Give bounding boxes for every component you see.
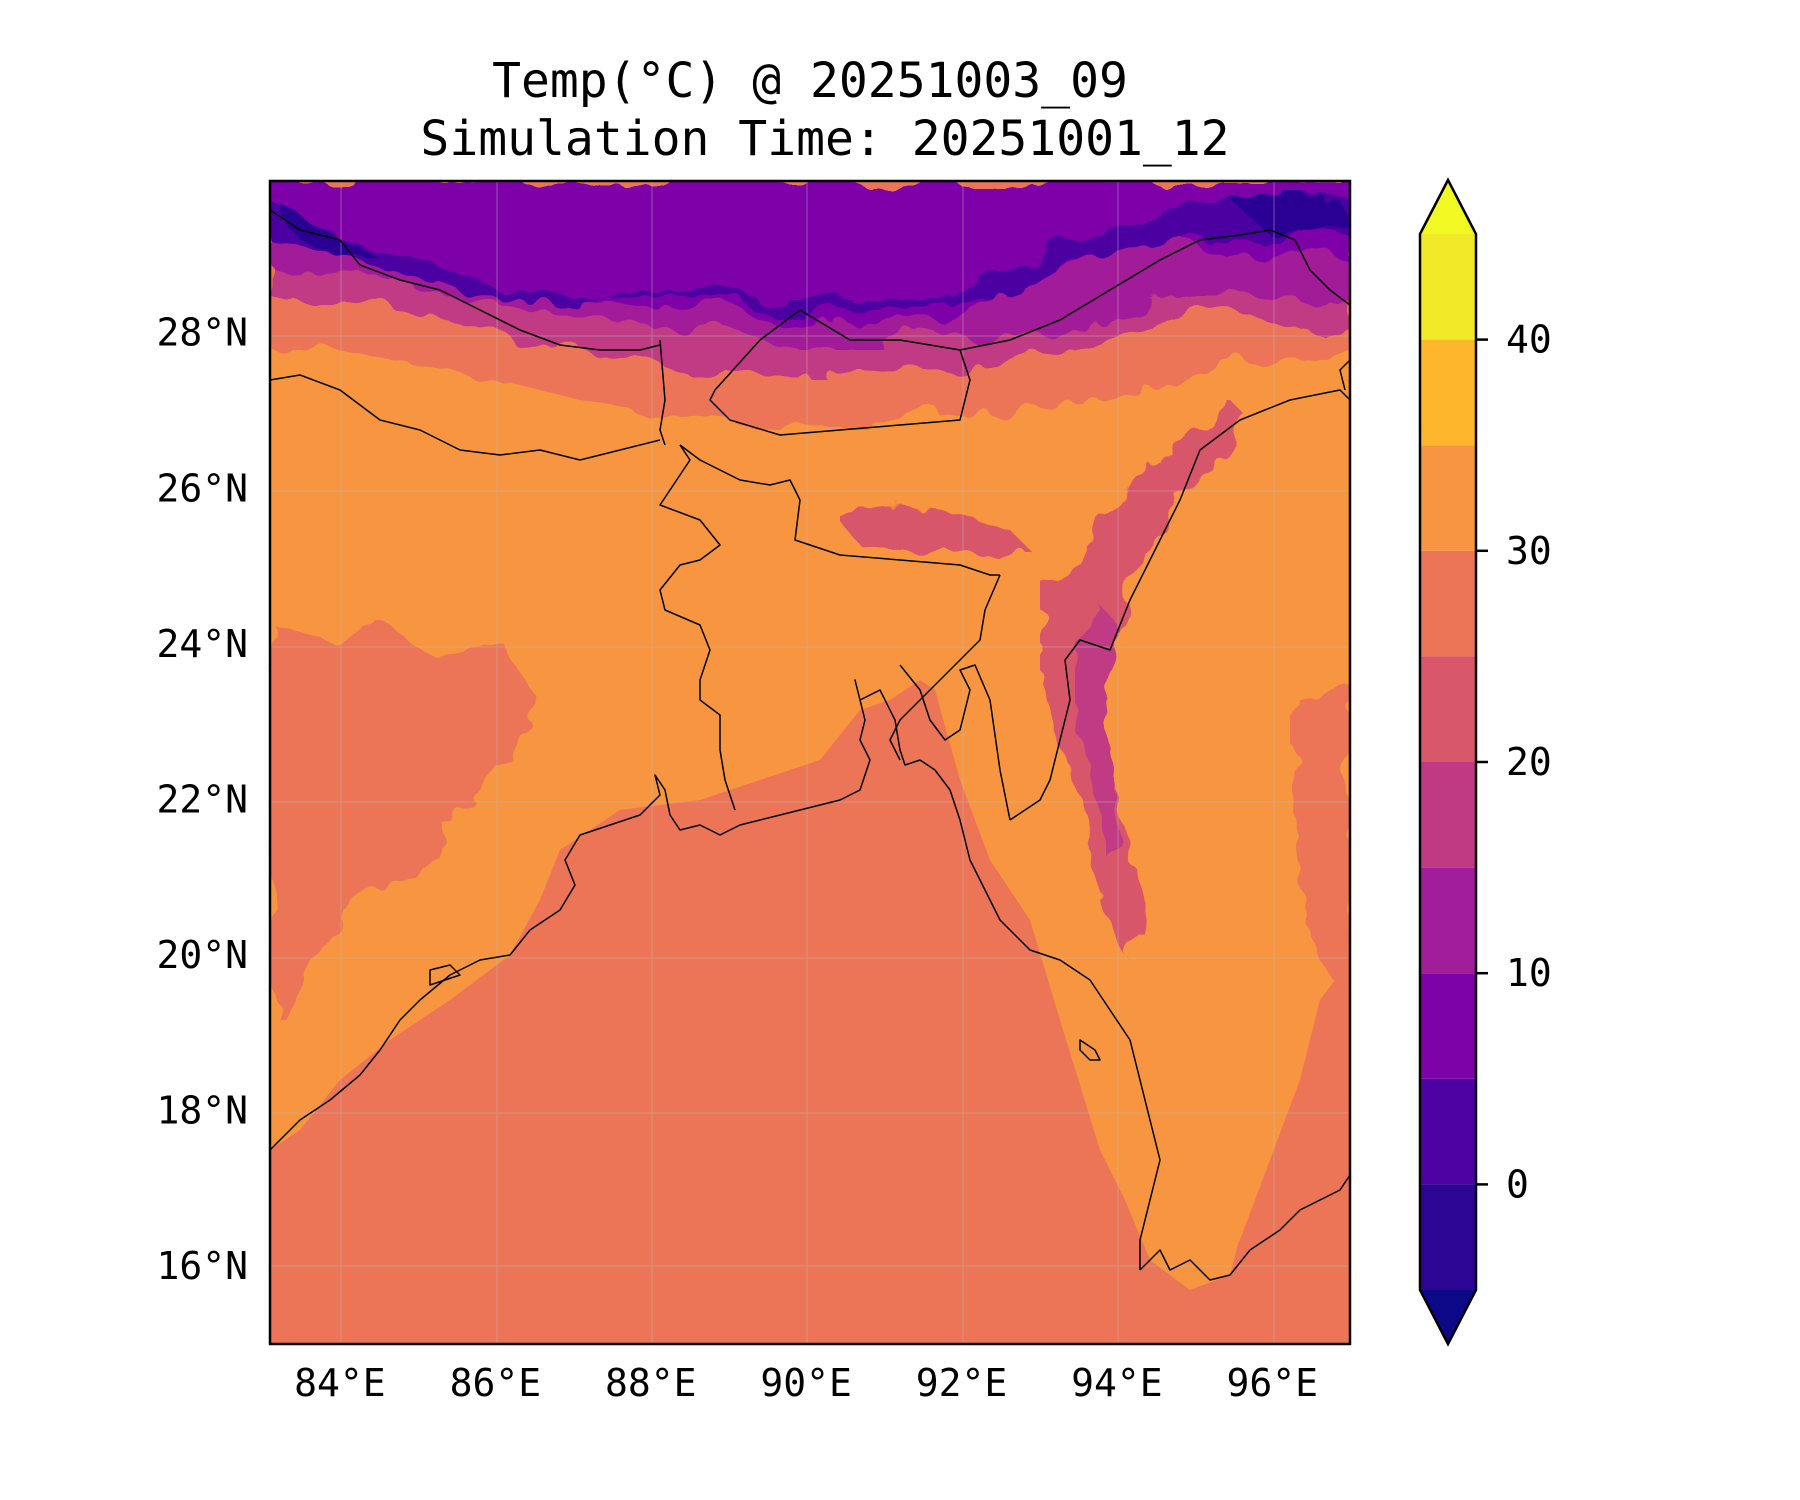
colorbar-tick-label: 30	[1506, 529, 1552, 573]
x-tick-label: 92°E	[916, 1361, 1008, 1405]
colorbar-extend-min	[1420, 1290, 1476, 1344]
colorbar-band	[1420, 762, 1476, 868]
country-borders	[270, 209, 1350, 821]
colorbar-tick-label: 40	[1506, 318, 1552, 362]
x-tick-label: 96°E	[1227, 1361, 1319, 1405]
x-tick-label: 94°E	[1071, 1361, 1163, 1405]
land-field-east	[1080, 410, 1350, 1280]
colorbar-band	[1420, 234, 1476, 340]
y-tick-label: 26°N	[156, 466, 248, 510]
border-nepal	[270, 209, 661, 351]
colorbar-outline	[1418, 177, 1478, 1347]
colorbar-band	[1420, 550, 1476, 657]
coast-myanmar-south	[1139, 1174, 1350, 1281]
border-india-myanmar	[1009, 389, 1350, 821]
y-tick-label: 16°N	[156, 1244, 248, 1288]
east-myanmar-hills	[1290, 680, 1350, 1000]
gridlines	[270, 181, 1350, 1344]
coast-india-east	[270, 774, 671, 1151]
colorbar-extend-max	[1420, 180, 1476, 234]
x-tick-label: 88°E	[605, 1361, 697, 1405]
border-bhutan	[709, 309, 971, 436]
y-tick-label: 22°N	[156, 777, 248, 821]
coastlines	[270, 679, 1350, 1281]
x-tick-label: 86°E	[450, 1361, 542, 1405]
colorbar-tick-label: 20	[1506, 740, 1552, 784]
island-ramree	[1079, 1039, 1101, 1061]
y-tick-label: 20°N	[156, 933, 248, 977]
y-tick-label: 24°N	[156, 622, 248, 666]
border-nepal-south	[270, 374, 661, 461]
colorbar-band	[1420, 339, 1476, 446]
title-line-2: Simulation Time: 20251001_12	[420, 111, 1229, 167]
west-patch	[270, 620, 540, 1020]
colorbar-band	[1420, 1184, 1476, 1290]
x-tick-label: 90°E	[760, 1361, 852, 1405]
colorbar-band	[1420, 973, 1476, 1079]
arakan-hills-core	[1075, 600, 1125, 860]
map-panel	[270, 181, 1350, 1344]
himalaya-foothills	[270, 290, 1350, 430]
border-myanmar-east	[1339, 359, 1350, 391]
y-tick-label: 28°N	[156, 311, 248, 355]
y-tick-label: 18°N	[156, 1089, 248, 1133]
colorbar: 0 10 20 30 40	[1418, 177, 1552, 1347]
colorbar-band	[1420, 656, 1476, 762]
colorbar-tick-label: 10	[1506, 951, 1552, 995]
x-tick-label: 84°E	[294, 1361, 386, 1405]
map-frame	[268, 179, 1352, 1346]
arakan-hills	[1040, 400, 1250, 960]
shillong-plateau	[840, 500, 1040, 560]
title-line-1: Temp(°C) @ 20251003_09	[492, 53, 1128, 109]
island-west	[429, 964, 461, 986]
y-tick-labels: 16°N 18°N 20°N 22°N 24°N 26°N 28°N	[156, 311, 248, 1289]
border-sikkim	[659, 339, 666, 446]
border-bangladesh	[659, 444, 736, 811]
colorbar-band	[1420, 1078, 1476, 1185]
coast-sundarbans	[669, 679, 921, 836]
border-bangladesh-north	[679, 444, 1000, 576]
colorbar-band	[1420, 867, 1476, 974]
colorbar-tick-label: 0	[1506, 1162, 1529, 1206]
border-tripura	[899, 664, 1011, 821]
coast-bangladesh-myanmar	[919, 759, 1161, 1270]
x-tick-labels: 84°E 86°E 88°E 90°E 92°E 94°E 96°E	[294, 1361, 1318, 1405]
border-bangladesh-east	[889, 574, 1001, 761]
border-china-arunachal	[959, 229, 1350, 351]
colorbar-band	[1420, 445, 1476, 551]
